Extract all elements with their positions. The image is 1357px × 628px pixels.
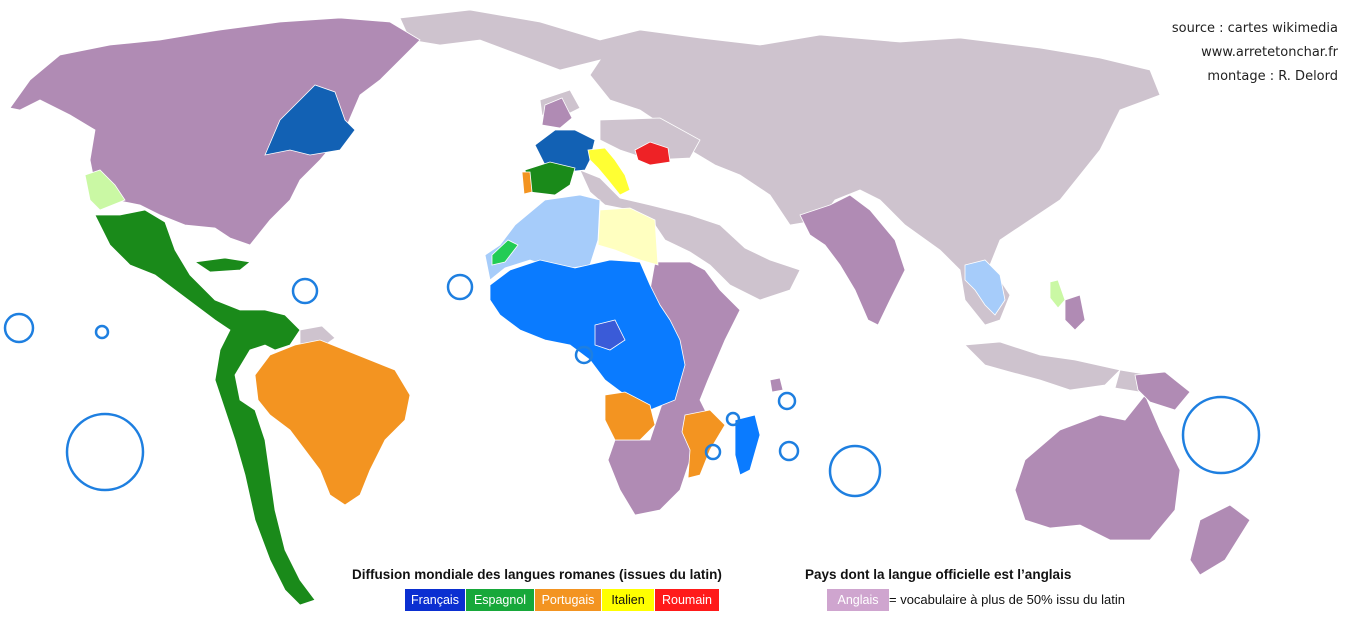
legend-swatch-spanish: Espagnol: [466, 589, 534, 611]
island-highlight-circles: [3, 273, 1261, 498]
legend-english-note: = vocabulaire à plus de 50% issu du lati…: [889, 592, 1125, 607]
region-spanish: [84, 161, 1066, 606]
legend-title-english: Pays dont la langue officielle est l’ang…: [805, 567, 1072, 582]
legend-swatch-romanian: Roumain: [655, 589, 719, 611]
credit-montage: montage : R. Delord: [1207, 69, 1338, 84]
legend-title-romance: Diffusion mondiale des langues romanes (…: [352, 567, 722, 582]
credit-website: www.arretetonchar.fr: [1201, 45, 1338, 60]
region-other-countries: [299, 9, 1161, 393]
region-french: [264, 84, 1006, 476]
legend-swatch-portuguese: Portugais: [535, 589, 601, 611]
legend-swatch-french: Français: [405, 589, 465, 611]
region-italian: [587, 147, 659, 266]
credit-source: source : cartes wikimedia: [1171, 21, 1338, 36]
region-portuguese: [254, 171, 726, 506]
legend-swatch-italian: Italien: [602, 589, 654, 611]
region-romanian: [634, 141, 671, 166]
legend-swatch-english: Anglais: [827, 589, 889, 611]
